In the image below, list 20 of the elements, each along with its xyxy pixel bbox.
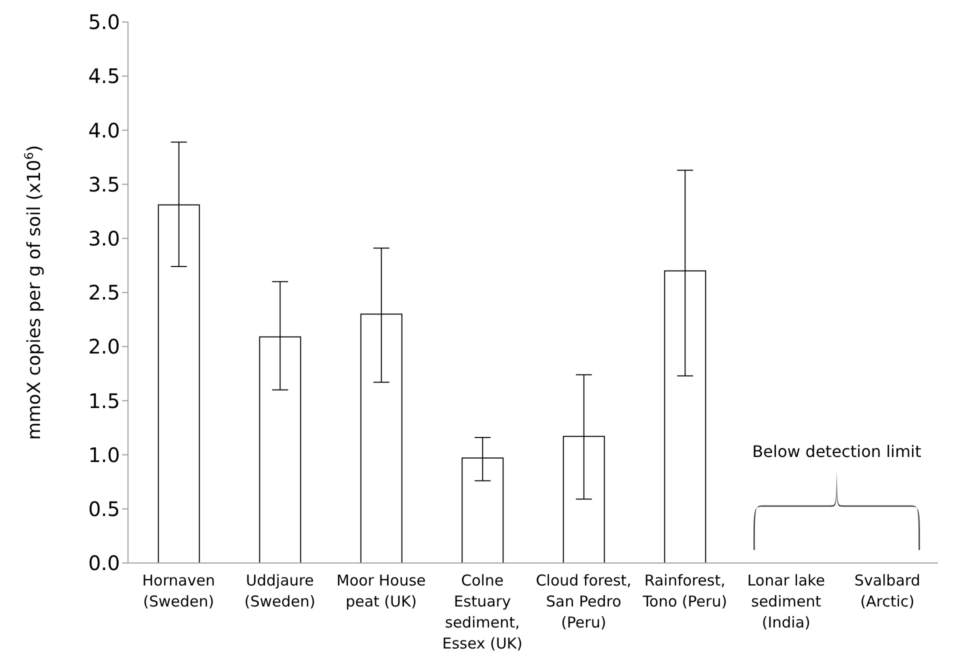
x-tick-label: Colne Estuary sediment, Essex (UK) <box>442 572 522 653</box>
y-tick-label: 2.0 <box>88 334 120 359</box>
annotation: Below detection limit <box>752 442 922 462</box>
y-tick-label: 1.5 <box>88 388 120 413</box>
y-tick-label: 0.0 <box>88 551 120 576</box>
x-tick-label: Rainforest, Tono (Peru) <box>642 572 728 611</box>
y-tick-label: 0.5 <box>88 497 120 521</box>
y-tick-label: 4.5 <box>88 64 120 88</box>
y-tick-label: 1.0 <box>88 442 120 467</box>
y-tick-label: 2.5 <box>88 280 120 305</box>
x-tick-label: Uddjaure (Sweden) <box>244 572 316 611</box>
y-tick-label: 3.5 <box>88 172 120 196</box>
x-tick-label: Lonar lake sediment (India) <box>747 572 825 632</box>
x-tick-label: Hornaven (Sweden) <box>142 572 215 611</box>
y-tick-label: 5.0 <box>88 10 120 34</box>
y-tick-label: 4.0 <box>88 118 120 142</box>
x-tick-label: Svalbard (Arctic) <box>854 572 920 611</box>
x-tick-label: Moor House peat (UK) <box>336 572 426 611</box>
x-tick-label: Cloud forest, San Pedro (Peru) <box>536 572 632 632</box>
y-tick-label: 3.0 <box>88 226 120 250</box>
